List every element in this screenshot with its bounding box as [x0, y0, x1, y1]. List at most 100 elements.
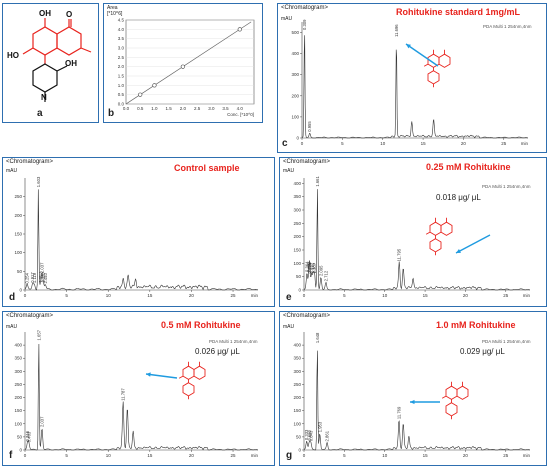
arrow-line: [405, 43, 439, 67]
ytick-label: 0: [298, 448, 301, 453]
panel-letter-d: d: [9, 292, 16, 303]
xtick-label: 5: [343, 293, 346, 298]
calib-xtick-label: 3.0: [208, 106, 215, 111]
panel-b: Area [*10^6] 0.0 0.5 1.0 1.5 2.0 2.5 3.0 3.5 4.0…: [103, 3, 263, 123]
peak-label: 1.307: [312, 262, 317, 273]
calib-xtick-label: 3.5: [222, 106, 229, 111]
chromatogram-heading-e: <Chromatogram>: [283, 159, 331, 165]
title-f: 0.5 mM Rohitukine: [161, 320, 241, 330]
panel-f: <Chromatogram> mAU 0.5 mM Rohitukine PDA…: [2, 311, 275, 466]
xtick-label: 20: [189, 293, 195, 298]
concentration-g: 0.029 μg/ μL: [460, 347, 505, 356]
xtick-label: 15: [147, 293, 153, 298]
calib-xtick-label: 2.0: [180, 106, 187, 111]
panel-d: <Chromatogram> mAU Control sample 0 50 100…: [2, 157, 275, 307]
calib-ytick-label: 2.0: [118, 64, 125, 69]
xtick-label: 20: [461, 141, 467, 146]
concentration-e: 0.018 μg/ μL: [436, 193, 481, 202]
ytick-label: 100: [14, 250, 22, 255]
chromatogram-trace: [303, 350, 531, 451]
chromatogram-heading-f: <Chromatogram>: [6, 313, 54, 319]
panel-letter-c: c: [282, 138, 288, 149]
peak-label: 0.309: [302, 19, 307, 30]
rohitukine-structure-a: OH O HO OH N: [7, 9, 92, 102]
ytick-label: 250: [14, 194, 22, 199]
ytick-label: 50: [296, 274, 302, 279]
panel-c: <Chromatogram> mAU Rohitukine standard 1…: [277, 3, 547, 153]
xtick-label: 25: [231, 293, 237, 298]
peak-label: 0.937: [309, 262, 314, 273]
chromatogram-g: 0 50 100 150 200 250 300 350 400 0 5 10 15 20 25 min 0.3…: [293, 332, 531, 458]
ytick-label: 150: [14, 408, 22, 413]
peak-label: 11.696: [394, 24, 399, 37]
peak-label: 0.364: [304, 261, 309, 272]
chromatogram-heading-g: <Chromatogram>: [283, 313, 331, 319]
peak-label: 1.648: [315, 332, 320, 343]
structure-ho: HO: [7, 51, 19, 60]
xtick-label: 10: [106, 453, 112, 458]
xlabel: min: [251, 453, 259, 458]
detector-f: PDA Multi 1 254nm,4nm: [209, 339, 258, 344]
structure-o: O: [66, 10, 72, 19]
arrow-head-icon: [456, 248, 461, 253]
title-g: 1.0 mM Rohitukine: [436, 320, 516, 330]
xtick-label: 15: [147, 453, 153, 458]
arrow-line: [455, 234, 491, 254]
xlabel: min: [523, 453, 531, 458]
peak-label: 11.787: [121, 388, 126, 401]
ytick-label: 0: [19, 448, 22, 453]
calib-point: [237, 27, 242, 32]
chromatogram-trace: [301, 35, 529, 139]
peak-label: 1.657: [36, 329, 41, 340]
chromatogram-trace: [303, 189, 531, 291]
peak-label: 2.197: [41, 271, 46, 282]
peak-label: 0.955: [307, 121, 312, 132]
xtick-label: 25: [503, 293, 509, 298]
xtick-label: 20: [463, 453, 469, 458]
ytick-label: 500: [291, 30, 299, 35]
chromatogram-f: 0 50 100 150 200 250 300 350 400 0 5 10 15 20 25 min 0.3…: [14, 329, 259, 458]
yunit-e: mAU: [283, 168, 295, 174]
calib-xtick-label: 1.5: [166, 106, 173, 111]
peak-label: 1.953: [317, 421, 322, 432]
panel-letter-e: e: [286, 292, 292, 303]
ytick-label: 350: [293, 194, 301, 199]
calib-ytick-label: 3.0: [118, 46, 125, 51]
calib-axis-top: Area [*10^6]: [107, 5, 123, 17]
ytick-label: 200: [14, 395, 22, 400]
arrow-head-icon: [410, 399, 415, 405]
ytick-label: 100: [293, 421, 301, 426]
xtick-label: 5: [65, 293, 68, 298]
calib-ytick-label: 0.0: [118, 102, 125, 107]
peak-label: 1.603: [36, 176, 41, 187]
yunit-f: mAU: [6, 324, 18, 330]
structure-oh-right: OH: [65, 59, 77, 68]
xtick-label: 20: [463, 293, 469, 298]
rohitukine-molecule-icon: [441, 381, 469, 420]
ytick-label: 250: [293, 221, 301, 226]
ytick-label: 400: [14, 343, 22, 348]
calibration-chart: 0.0 0.5 1.0 1.5 2.0 2.5 3.0 3.5 4.0 4.5 0.0 0.5 1.0 1…: [118, 18, 255, 117]
arrow-head-icon: [146, 372, 151, 377]
ytick-label: 250: [293, 382, 301, 387]
xtick-label: 15: [423, 453, 429, 458]
yunit-d: mAU: [6, 168, 18, 174]
structure-oh-top: OH: [39, 9, 51, 18]
ytick-label: 150: [293, 248, 301, 253]
chromatogram-trace: [24, 189, 259, 291]
ytick-label: 300: [291, 72, 299, 77]
yunit-g: mAU: [283, 324, 295, 330]
peak-label: 0.254: [25, 272, 30, 283]
peak-label: 2.037: [39, 416, 44, 427]
ytick-label: 50: [17, 434, 23, 439]
detector-c: PDA Multi 1 254nm,4nm: [483, 24, 532, 29]
ytick-label: 150: [293, 408, 301, 413]
ytick-label: 0: [298, 288, 301, 293]
ytick-label: 50: [296, 434, 302, 439]
chromatogram-c: 0 100 200 300 400 500 0 5 10 15 20 25 min 0.309 0.955 1…: [291, 19, 529, 146]
ytick-label: 100: [14, 421, 22, 426]
ytick-label: 350: [14, 356, 22, 361]
calib-xlabel: Conc. [*10^0]: [227, 112, 254, 117]
xtick-label: 0: [301, 141, 304, 146]
concentration-f: 0.026 μg/ μL: [195, 347, 240, 356]
